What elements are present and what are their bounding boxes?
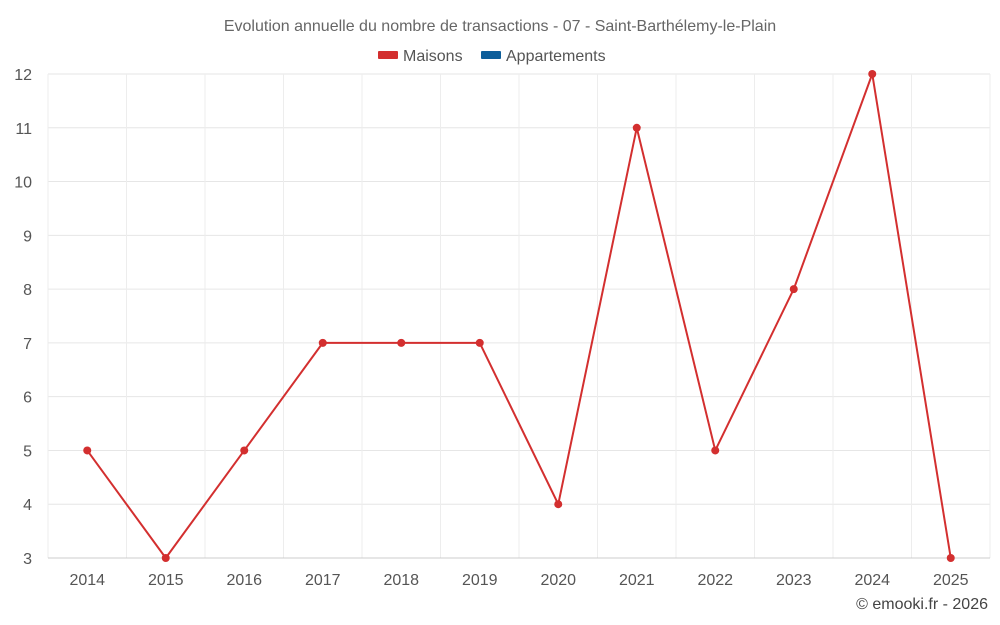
data-point-maisons-2023[interactable] — [789, 285, 798, 294]
data-point-maisons-2016[interactable] — [240, 446, 249, 455]
y-tick-label: 6 — [23, 390, 32, 407]
data-point-maisons-2024[interactable] — [868, 70, 877, 78]
x-tick-label: 2017 — [305, 572, 341, 589]
x-tick-label: 2015 — [148, 572, 184, 589]
data-point-maisons-2021[interactable] — [632, 123, 641, 132]
legend-label-maisons: Maisons — [403, 48, 463, 65]
x-tick-label: 2025 — [933, 572, 969, 589]
y-tick-label: 3 — [23, 551, 32, 568]
legend-item-maisons[interactable]: Maisons — [378, 48, 463, 65]
credit-text: © emooki.fr - 2026 — [856, 596, 988, 613]
y-axis: 3 4 5 6 7 8 9 10 11 12 — [14, 67, 32, 568]
data-point-maisons-2020[interactable] — [554, 500, 563, 509]
y-tick-label: 8 — [23, 282, 32, 299]
x-tick-label: 2019 — [462, 572, 498, 589]
legend-label-appartements: Appartements — [506, 48, 606, 65]
y-tick-label: 11 — [15, 121, 32, 138]
x-tick-label: 2016 — [226, 572, 262, 589]
data-point-maisons-2022[interactable] — [711, 446, 720, 455]
data-point-maisons-2015[interactable] — [161, 554, 170, 562]
y-tick-label: 7 — [23, 336, 32, 353]
y-tick-label: 5 — [23, 443, 32, 460]
chart-title: Evolution annuelle du nombre de transact… — [224, 18, 776, 35]
data-point-maisons-2025[interactable] — [946, 554, 955, 562]
x-tick-label: 2014 — [69, 572, 105, 589]
y-tick-label: 12 — [14, 67, 32, 84]
legend-swatch-maisons — [378, 51, 398, 59]
y-tick-label: 4 — [23, 497, 32, 514]
legend-item-appartements[interactable]: Appartements — [481, 48, 606, 65]
y-tick-label: 9 — [23, 228, 32, 245]
x-tick-label: 2021 — [619, 572, 655, 589]
data-point-maisons-2019[interactable] — [475, 338, 484, 347]
legend: Maisons Appartements — [378, 48, 606, 65]
grid — [47, 73, 991, 559]
x-tick-label: 2023 — [776, 572, 812, 589]
data-point-maisons-2018[interactable] — [397, 338, 406, 347]
series-line-maisons — [86, 73, 952, 559]
series-maisons — [83, 70, 955, 562]
x-axis: 2014 2015 2016 2017 2018 2019 2020 2021 2022 2023… — [48, 557, 990, 589]
x-tick-label: 2022 — [697, 572, 733, 589]
x-tick-label: 2024 — [854, 572, 890, 589]
legend-swatch-appartements — [481, 51, 501, 59]
data-point-maisons-2017[interactable] — [318, 338, 327, 347]
x-tick-label: 2018 — [383, 572, 419, 589]
x-tick-label: 2020 — [540, 572, 576, 589]
y-tick-label: 10 — [14, 175, 32, 192]
data-point-maisons-2014[interactable] — [83, 446, 92, 455]
